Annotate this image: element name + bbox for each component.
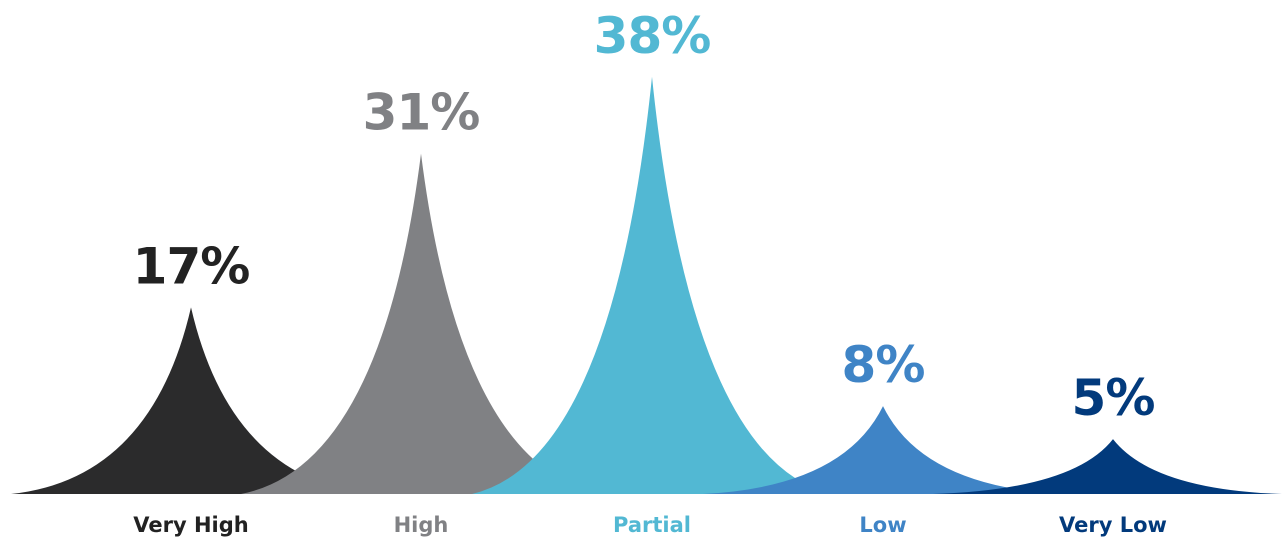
- category-label: Partial: [613, 513, 691, 537]
- category-label: Very High: [133, 513, 248, 537]
- value-label: 38%: [594, 7, 711, 65]
- value-label: 5%: [1072, 369, 1155, 427]
- peak-low: [703, 406, 1063, 494]
- peak-very-high: [11, 307, 371, 494]
- peak-very-low: [933, 439, 1282, 494]
- value-label: 31%: [363, 84, 480, 142]
- value-label: 17%: [133, 237, 250, 295]
- value-label: 8%: [842, 336, 925, 394]
- peak-high: [241, 153, 601, 494]
- category-label: High: [394, 513, 449, 537]
- peak-partial: [472, 76, 832, 494]
- category-label: Very Low: [1059, 513, 1167, 537]
- category-label: Low: [859, 513, 906, 537]
